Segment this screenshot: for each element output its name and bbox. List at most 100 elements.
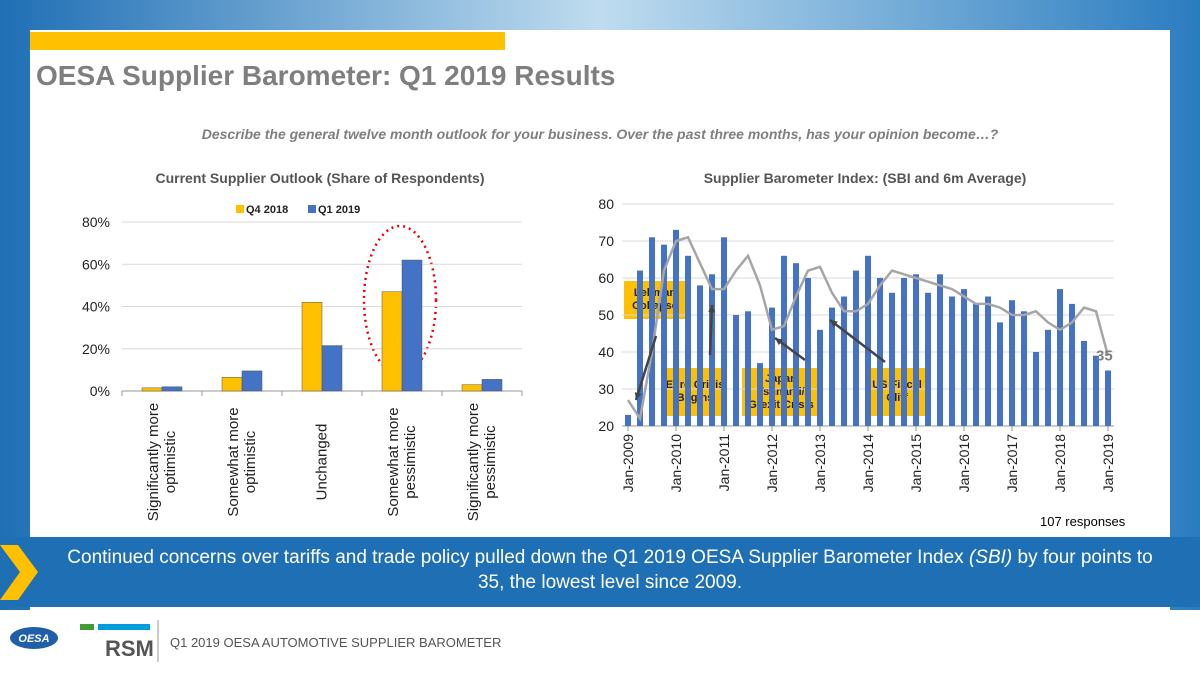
banner-text: Continued concerns over tariffs and trad… [60,545,1160,595]
rsm-mark [80,624,94,630]
bar [221,377,243,392]
bar [141,387,163,392]
bar [865,255,871,426]
arrow-head [708,305,716,313]
bar [161,386,183,392]
banner-bg [0,537,1200,607]
legend-label: Q1 2019 [318,204,360,216]
arrow [708,304,714,356]
x-tick-label: Jan-2016 [956,434,972,493]
bar [1009,300,1015,426]
x-tick-label: Unchanged [313,423,331,501]
y-tick-label: 60% [82,256,110,272]
bar [301,302,323,392]
chevron [0,545,38,600]
bar [1057,289,1063,426]
bar [925,292,931,426]
banner-part: (SBI) [968,547,1013,568]
bar [961,289,967,426]
x-tick-label: Jan-2009 [620,434,636,493]
bar [697,285,703,426]
bar [949,296,955,426]
bar [649,237,655,426]
bar [1105,370,1111,426]
panel [30,30,1170,610]
y-tick-label: 40% [82,299,110,315]
chart-title: Supplier Barometer Index: (SBI and 6m Av… [703,170,1027,186]
y-tick-label: 20 [598,418,614,434]
bar [673,229,679,426]
accent-bar [30,32,505,50]
bar [877,278,883,426]
x-tick-label: Jan-2019 [1100,434,1116,493]
arrow [634,335,658,401]
bar [1069,303,1075,426]
bar [1021,311,1027,426]
bar [661,244,667,426]
responses: 107 responses [1040,514,1126,529]
arrow-head [634,392,642,400]
arrow-head [830,320,838,328]
bar [757,363,763,426]
bar [241,370,263,392]
x-tick-label: Jan-2014 [860,434,876,493]
line [626,235,1110,422]
y-tick-label: 30 [598,381,614,397]
bar [829,307,835,426]
y-tick-label: 50 [598,307,614,323]
oesa-logo [10,627,58,649]
bar [321,345,343,392]
x-tick-label: Significantly more optimistic [145,402,179,522]
bar [381,291,403,392]
x-tick-label: Jan-2013 [812,434,828,493]
bar [625,414,631,426]
footer-text: Q1 2019 OESA AUTOMOTIVE SUPPLIER BAROMET… [170,635,501,650]
bar [997,322,1003,426]
x-tick-label: Significantly more pessimistic [465,402,499,522]
x-tick-label: Jan-2015 [908,434,924,493]
bar [889,292,895,426]
bar [973,303,979,426]
bar [805,278,811,426]
bar [1045,329,1051,426]
chart-title: Current Supplier Outlook (Share of Respo… [155,170,485,186]
y-tick-label: 70 [598,233,614,249]
x-tick-label: Jan-2011 [716,434,732,492]
arrow [829,319,886,363]
bar [1081,340,1087,426]
legend-swatch [236,205,244,213]
bar [937,274,943,426]
banner-part: Continued concerns over tariffs and trad… [67,547,969,568]
rsm-mark [98,624,150,630]
subtitle: Describe the general twelve month outloo… [201,126,999,142]
bar [853,270,859,426]
x-tick-label: Somewhat more optimistic [225,407,259,517]
bar [481,379,503,392]
bar [817,329,823,426]
legend-swatch [308,205,316,213]
arrow-head [775,338,783,346]
bar [721,237,727,426]
y-tick-label: 80 [598,196,614,212]
bar [733,315,739,426]
footer-bg [0,610,1200,675]
bar [637,270,643,426]
bar [745,311,751,426]
bar [685,255,691,426]
banner-part: by four points to 35, the lowest level s… [477,547,1153,593]
y-tick-label: 0% [90,383,110,399]
bar [401,259,423,392]
highlight-ellipse [362,224,438,376]
bar [985,296,991,426]
x-tick-label: Jan-2018 [1052,434,1068,493]
x-tick-label: Jan-2012 [764,434,780,493]
bar [841,296,847,426]
logo-text: OESA [18,633,49,645]
y-tick-label: 80% [82,214,110,230]
bar [793,263,799,426]
bar [709,274,715,426]
y-tick-label: 40 [598,344,614,360]
slide-title: OESA Supplier Barometer: Q1 2019 Results [36,60,616,91]
